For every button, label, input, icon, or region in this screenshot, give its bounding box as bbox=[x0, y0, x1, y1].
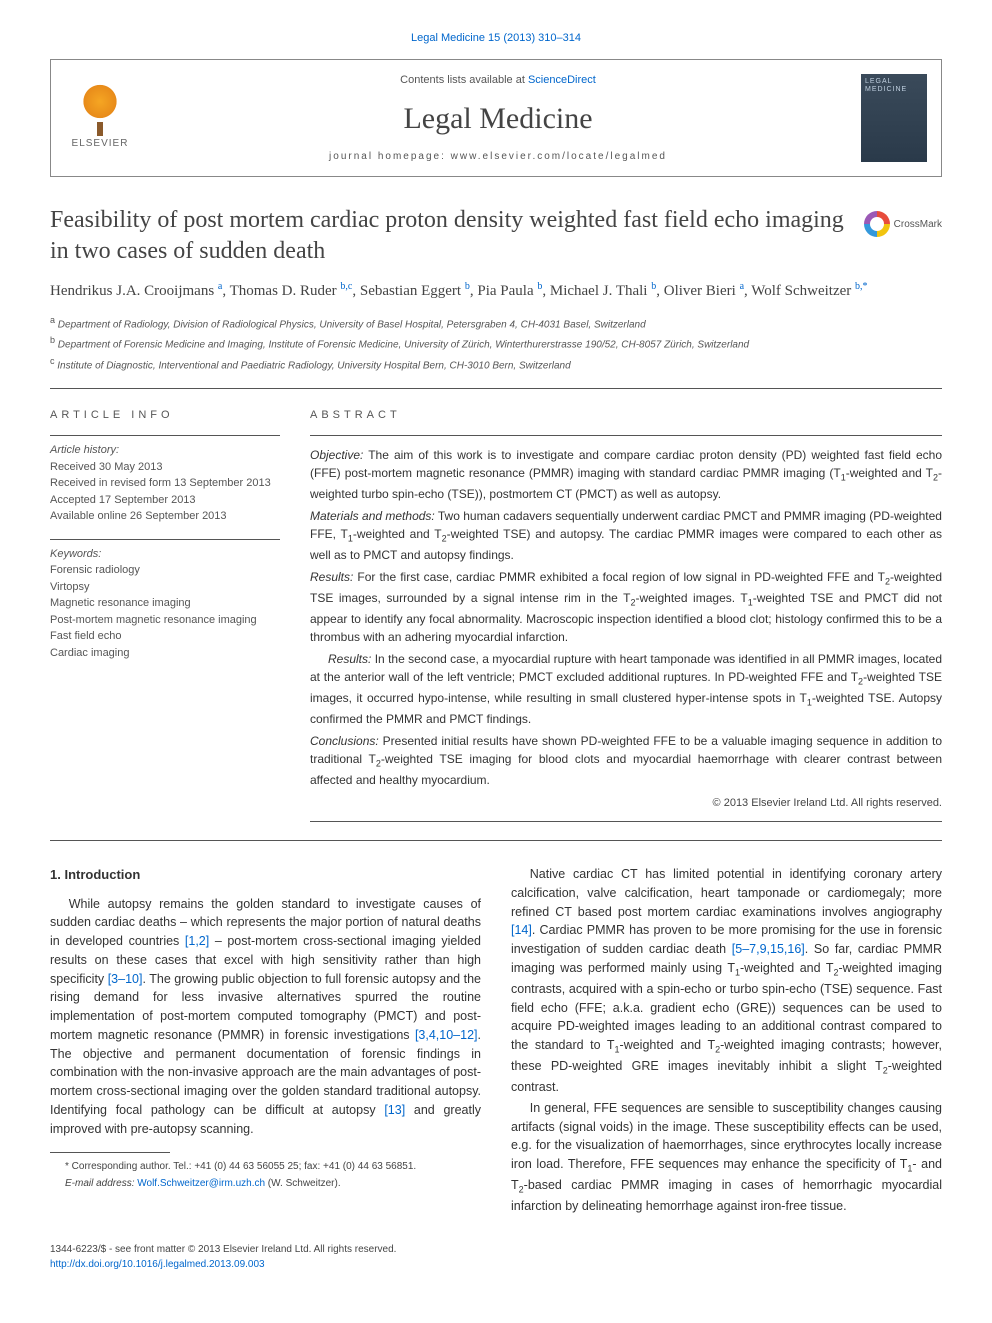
history-line: Received in revised form 13 September 20… bbox=[50, 475, 280, 492]
text-run: -weighted and T bbox=[740, 961, 834, 975]
contents-line: Contents lists available at ScienceDirec… bbox=[135, 72, 861, 89]
keywords-label: Keywords: bbox=[50, 546, 280, 563]
abstract-paragraph: Results: In the second case, a myocardia… bbox=[310, 650, 942, 728]
history-line: Available online 26 September 2013 bbox=[50, 508, 280, 525]
history-label: Article history: bbox=[50, 442, 280, 459]
affiliations: a Department of Radiology, Division of R… bbox=[50, 313, 942, 374]
citation-link[interactable]: [1,2] bbox=[185, 934, 209, 948]
keyword-line: Fast field echo bbox=[50, 628, 280, 645]
contents-prefix: Contents lists available at bbox=[400, 74, 528, 86]
history-line: Accepted 17 September 2013 bbox=[50, 492, 280, 509]
article-info-head: ARTICLE INFO bbox=[50, 407, 280, 424]
abstract-paragraph: Objective: The aim of this work is to in… bbox=[310, 446, 942, 503]
citation-link[interactable]: [14] bbox=[511, 923, 532, 937]
homepage-prefix: journal homepage: bbox=[329, 151, 451, 162]
affiliation-line: c Institute of Diagnostic, Interventiona… bbox=[50, 354, 942, 374]
text-run: -weighted and T bbox=[620, 1038, 716, 1052]
body-paragraph: While autopsy remains the golden standar… bbox=[50, 895, 481, 1139]
history-line: Received 30 May 2013 bbox=[50, 459, 280, 476]
crossmark-widget[interactable]: CrossMark bbox=[864, 211, 942, 237]
elsevier-label: ELSEVIER bbox=[72, 136, 129, 151]
text-run: Native cardiac CT has limited potential … bbox=[511, 867, 942, 919]
corresponding-email-link[interactable]: Wolf.Schweitzer@irm.uzh.ch bbox=[137, 1178, 265, 1189]
abstract-copyright: © 2013 Elsevier Ireland Ltd. All rights … bbox=[310, 795, 942, 812]
crossmark-label: CrossMark bbox=[894, 217, 942, 232]
keyword-line: Virtopsy bbox=[50, 579, 280, 596]
article-body: 1. Introduction While autopsy remains th… bbox=[50, 865, 942, 1218]
section-rule-lower bbox=[50, 840, 942, 841]
email-footnote: E-mail address: Wolf.Schweitzer@irm.uzh.… bbox=[50, 1176, 481, 1191]
keyword-line: Forensic radiology bbox=[50, 562, 280, 579]
email-label: E-mail address: bbox=[65, 1178, 137, 1189]
article-history: Article history: Received 30 May 2013Rec… bbox=[50, 435, 280, 525]
section-rule bbox=[50, 388, 942, 389]
copyright-footer-line: 1344-6223/$ - see front matter © 2013 El… bbox=[50, 1242, 942, 1257]
body-paragraph: In general, FFE sequences are sensible t… bbox=[511, 1099, 942, 1216]
author-list: Hendrikus J.A. Crooijmans a, Thomas D. R… bbox=[50, 279, 942, 303]
keyword-line: Post-mortem magnetic resonance imaging bbox=[50, 612, 280, 629]
keyword-line: Cardiac imaging bbox=[50, 645, 280, 662]
abstract-paragraph: Results: For the first case, cardiac PMM… bbox=[310, 568, 942, 646]
homepage-url[interactable]: www.elsevier.com/locate/legalmed bbox=[451, 151, 667, 162]
crossmark-icon bbox=[864, 211, 890, 237]
journal-name: Legal Medicine bbox=[135, 96, 861, 141]
abstract-body: Objective: The aim of this work is to in… bbox=[310, 435, 942, 822]
header-center: Contents lists available at ScienceDirec… bbox=[135, 72, 861, 165]
citation-link[interactable]: [5–7,9,15,16] bbox=[732, 942, 805, 956]
corresponding-author-footnote: * Corresponding author. Tel.: +41 (0) 44… bbox=[50, 1159, 481, 1174]
footnote-separator bbox=[50, 1152, 170, 1153]
page-footer: 1344-6223/$ - see front matter © 2013 El… bbox=[50, 1242, 942, 1272]
article-title: Feasibility of post mortem cardiac proto… bbox=[50, 205, 852, 267]
affiliation-line: b Department of Forensic Medicine and Im… bbox=[50, 333, 942, 353]
elsevier-tree-icon bbox=[75, 84, 125, 134]
abstract-head: ABSTRACT bbox=[310, 407, 942, 424]
journal-reference: Legal Medicine 15 (2013) 310–314 bbox=[50, 30, 942, 47]
keyword-line: Magnetic resonance imaging bbox=[50, 595, 280, 612]
abstract-paragraph: Materials and methods: Two human cadaver… bbox=[310, 507, 942, 564]
citation-link[interactable]: [3,4,10–12] bbox=[415, 1028, 478, 1042]
citation-link[interactable]: [13] bbox=[384, 1103, 405, 1117]
article-info-column: ARTICLE INFO Article history: Received 3… bbox=[50, 407, 280, 822]
intro-heading: 1. Introduction bbox=[50, 865, 481, 885]
abstract-paragraph: Conclusions: Presented initial results h… bbox=[310, 732, 942, 789]
body-paragraph: Native cardiac CT has limited potential … bbox=[511, 865, 942, 1097]
keywords-block: Keywords: Forensic radiologyVirtopsyMagn… bbox=[50, 539, 280, 662]
email-suffix: (W. Schweitzer). bbox=[265, 1178, 341, 1189]
journal-ref-link[interactable]: Legal Medicine 15 (2013) 310–314 bbox=[411, 32, 581, 44]
affiliation-line: a Department of Radiology, Division of R… bbox=[50, 313, 942, 333]
doi-link[interactable]: http://dx.doi.org/10.1016/j.legalmed.201… bbox=[50, 1259, 265, 1270]
citation-link[interactable]: [3–10] bbox=[108, 972, 143, 986]
sciencedirect-link[interactable]: ScienceDirect bbox=[528, 74, 596, 86]
abstract-column: ABSTRACT Objective: The aim of this work… bbox=[310, 407, 942, 822]
journal-header: ELSEVIER Contents lists available at Sci… bbox=[50, 59, 942, 178]
elsevier-logo: ELSEVIER bbox=[65, 78, 135, 158]
journal-cover-thumbnail: LEGAL MEDICINE bbox=[861, 74, 927, 162]
homepage-line: journal homepage: www.elsevier.com/locat… bbox=[135, 149, 861, 164]
